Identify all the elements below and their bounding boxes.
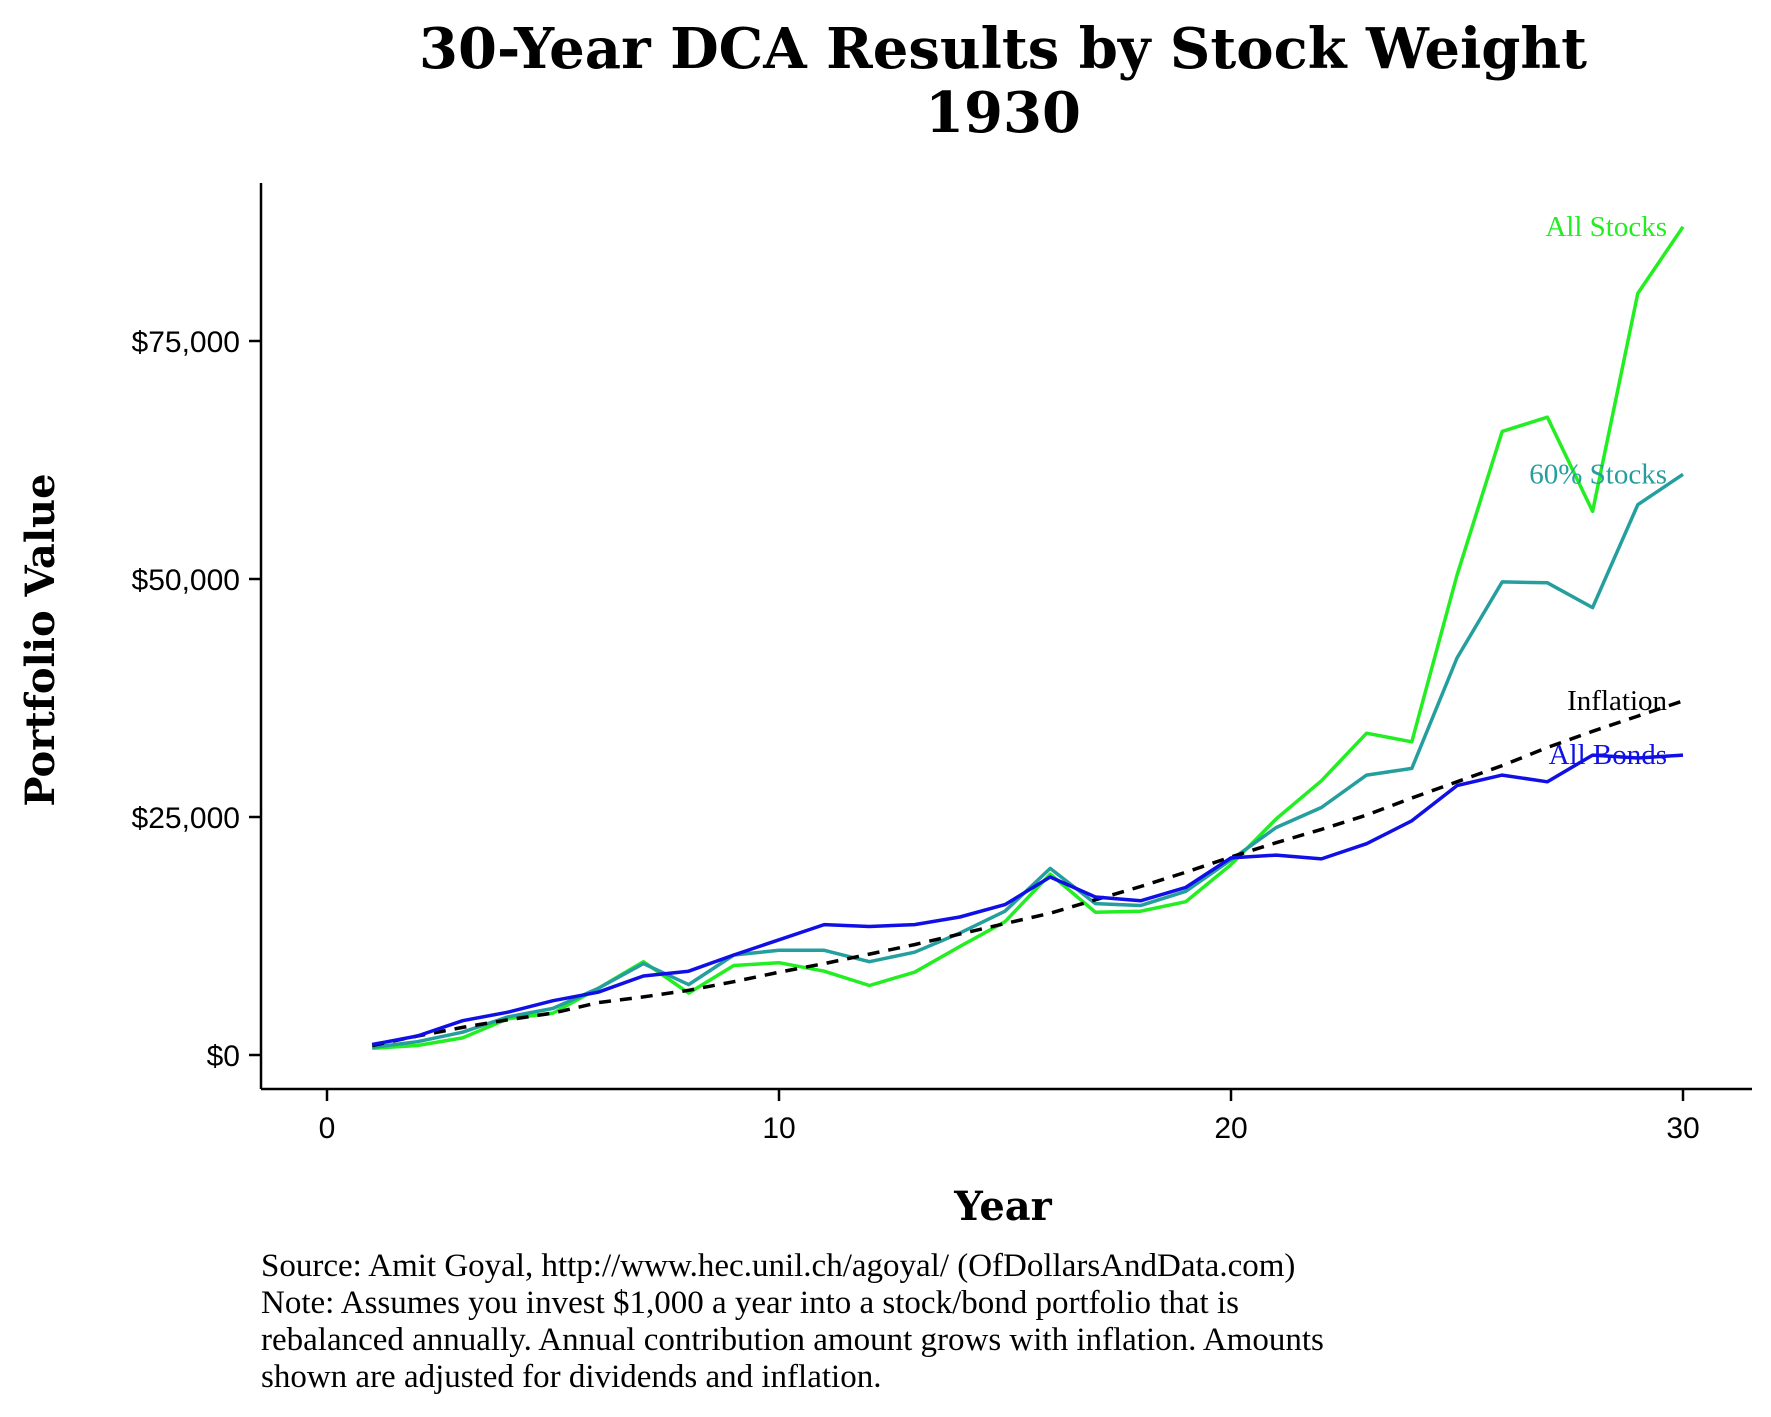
x-tick-label: 10	[762, 1112, 795, 1145]
series-label-all-stocks: All Stocks	[1545, 211, 1667, 243]
series-line-all-bonds	[371, 753, 1684, 1047]
series-label-all-bonds: All Bonds	[1549, 739, 1667, 771]
y-tick-label: $0	[207, 1040, 240, 1073]
x-tick-label: 20	[1214, 1112, 1247, 1145]
chart-title: 30-Year DCA Results by Stock Weight	[419, 16, 1587, 82]
series-labels: All Stocks 60% Stocks Inflation All Bonds	[1529, 211, 1667, 771]
caption-note-line-2: rebalanced annually. Annual contribution…	[261, 1322, 1324, 1358]
y-tick-label: $50,000	[132, 564, 240, 597]
y-tick-label: $75,000	[132, 326, 240, 359]
y-tick-label: $25,000	[132, 802, 240, 835]
x-axis-ticks: 0 10 20 30	[319, 1089, 1700, 1145]
x-axis-title: Year	[953, 1183, 1052, 1230]
series-label-60-stocks: 60% Stocks	[1529, 458, 1667, 490]
series-lines	[371, 225, 1685, 1051]
chart-subtitle: 1930	[925, 80, 1081, 146]
caption-note-line-1: Note: Assumes you invest $1,000 a year i…	[261, 1285, 1239, 1321]
x-tick-label: 0	[319, 1112, 336, 1145]
caption-source: Source: Amit Goyal, http://www.hec.unil.…	[261, 1248, 1295, 1284]
caption-note-line-3: shown are adjusted for dividends and inf…	[261, 1359, 881, 1395]
plot-area: $0 $25,000 $50,000 $75,000 0 10 20 30 All Stoc…	[132, 183, 1752, 1145]
y-axis-ticks: $0 $25,000 $50,000 $75,000	[132, 326, 261, 1073]
caption: Source: Amit Goyal, http://www.hec.unil.…	[261, 1248, 1324, 1395]
series-label-inflation: Inflation	[1567, 685, 1667, 717]
x-tick-label: 30	[1666, 1112, 1699, 1145]
y-axis-title: Portfolio Value	[17, 473, 64, 806]
